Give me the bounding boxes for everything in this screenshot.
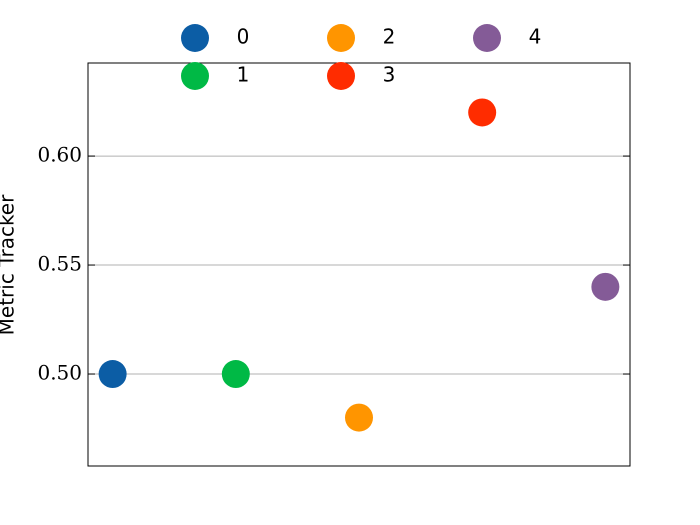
- plot-frame: [87, 62, 631, 467]
- y-axis-label: Metric Tracker: [0, 194, 19, 335]
- legend-label: 4: [529, 25, 542, 49]
- point: [221, 360, 250, 389]
- legend-marker: [327, 62, 355, 90]
- point: [98, 360, 127, 389]
- legend-label: 2: [383, 25, 396, 49]
- legend-label: 0: [237, 25, 250, 49]
- y-tick-label: 0.60: [37, 143, 82, 167]
- legend-marker: [181, 62, 209, 90]
- legend-marker: [181, 24, 209, 52]
- legend-label: 3: [383, 63, 396, 87]
- legend-marker: [327, 24, 355, 52]
- point: [591, 272, 620, 301]
- y-tick-label: 0.50: [37, 361, 82, 385]
- legend-label: 1: [237, 63, 250, 87]
- legend-marker: [473, 24, 501, 52]
- point: [468, 98, 497, 127]
- point: [345, 403, 373, 432]
- y-tick-label: 0.55: [37, 252, 82, 276]
